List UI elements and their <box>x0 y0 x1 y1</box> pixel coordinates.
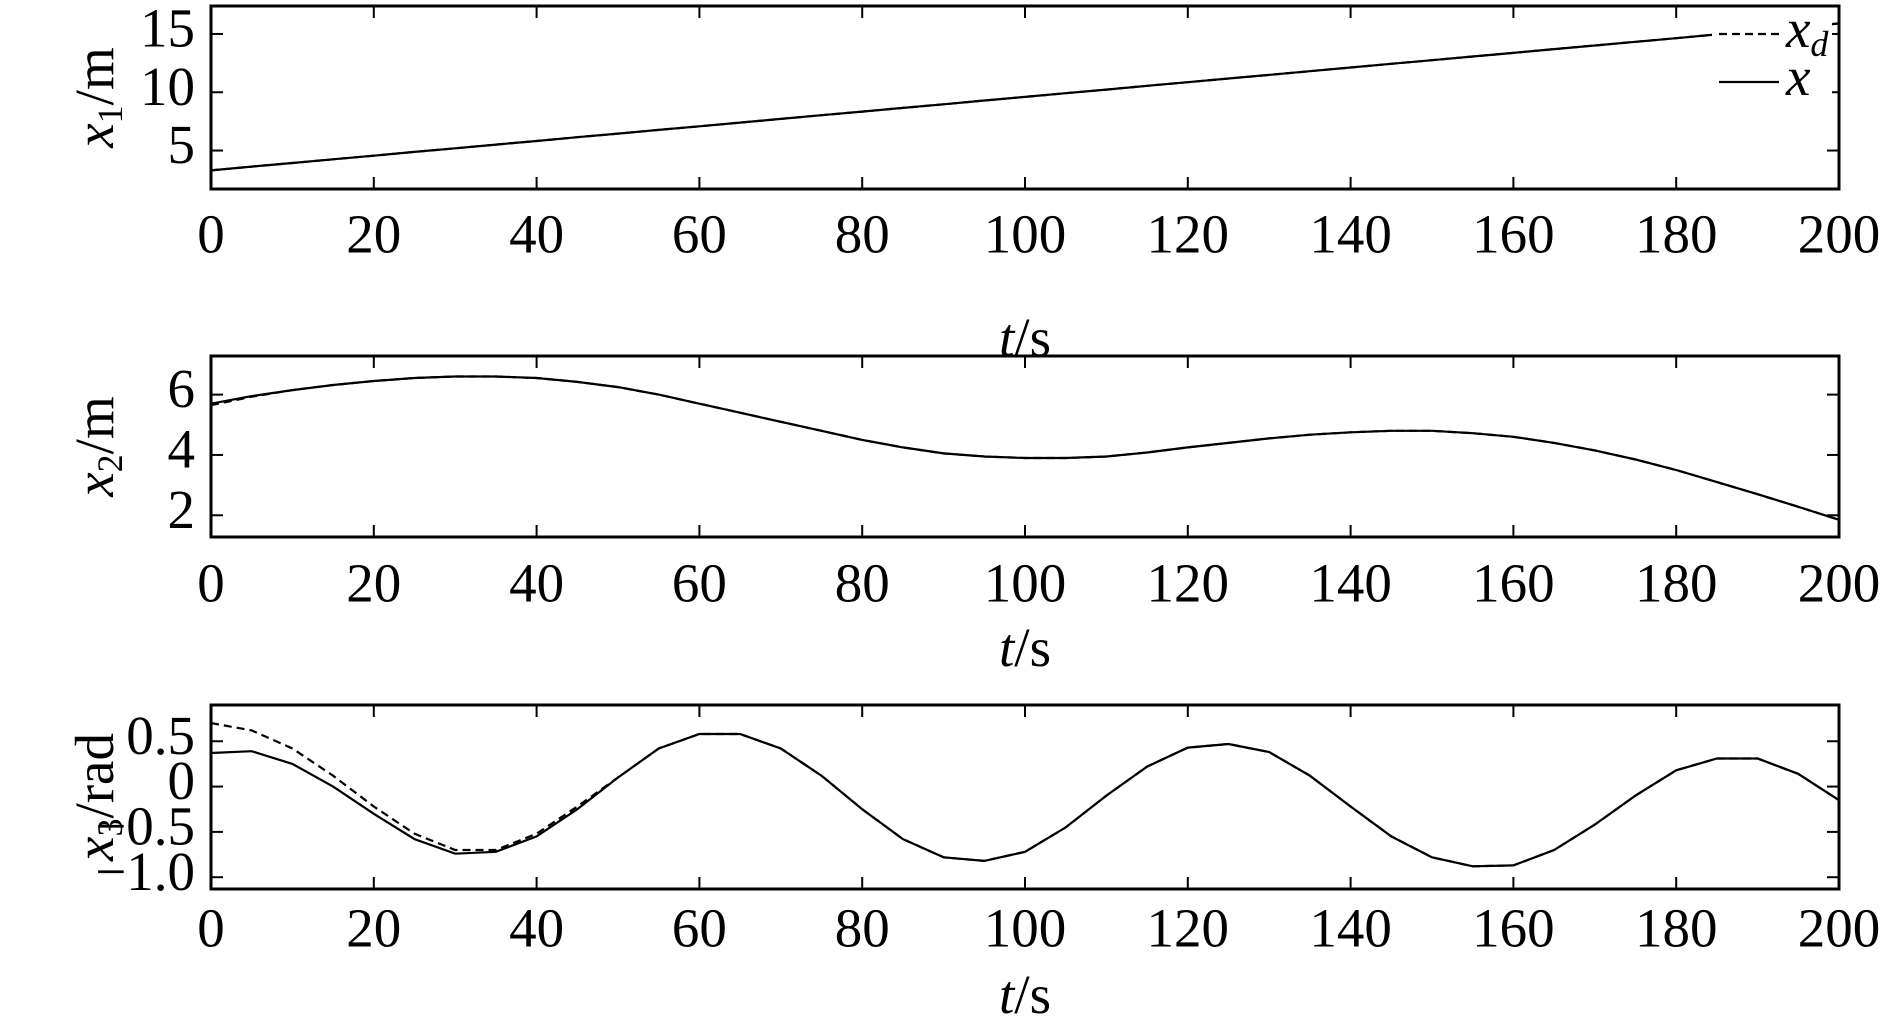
x-tick-label: 160 <box>1472 898 1555 959</box>
y-tick-label: −1.0 <box>95 841 195 902</box>
x-tick-label: 100 <box>984 553 1067 614</box>
legend-symbol: x <box>1785 0 1811 59</box>
y-tick-label: 15 <box>140 0 195 59</box>
plot-frame <box>209 4 1841 191</box>
y-label-subscript: 1 <box>90 105 130 123</box>
legend: xdx <box>1712 0 1832 112</box>
x-tick-label: 160 <box>1472 553 1555 614</box>
x-label-symbol: t <box>999 307 1016 368</box>
x-tick-label: 60 <box>672 204 727 265</box>
data-line <box>210 732 1840 868</box>
x-tick-label: 60 <box>672 553 727 614</box>
x-label-symbol: t <box>999 964 1016 1025</box>
y-label-symbol: x <box>64 836 125 862</box>
y-label-unit: /rad <box>64 733 125 819</box>
y-tick-label: 2 <box>168 479 196 540</box>
x-tick-label: 120 <box>1147 204 1230 265</box>
x-tick-label: 180 <box>1635 898 1718 959</box>
y-tick-label: 5 <box>168 114 196 175</box>
y-tick-label: 4 <box>168 419 196 480</box>
x-tick-label: 40 <box>509 898 564 959</box>
data-line <box>210 375 1840 521</box>
y-axis-label: x2/m <box>64 396 131 497</box>
x-tick-label: 0 <box>197 898 225 959</box>
y-axis-label: x1/m <box>64 47 131 148</box>
plot-frame <box>209 703 1841 891</box>
x-tick-label: 140 <box>1309 898 1392 959</box>
y-axis-label: x3/rad <box>64 733 131 862</box>
x-tick-label: 100 <box>984 204 1067 265</box>
x-tick-label: 140 <box>1309 204 1392 265</box>
legend-subscript: d <box>1810 24 1829 64</box>
legend-label: xd <box>1785 0 1829 64</box>
x-tick-label: 180 <box>1635 204 1718 265</box>
x-tick-label: 140 <box>1309 553 1392 614</box>
x-tick-label: 160 <box>1472 204 1555 265</box>
y-label-symbol: x <box>64 123 125 149</box>
x-tick-label: 120 <box>1147 898 1230 959</box>
y-label-unit: /m <box>64 47 125 105</box>
x-tick-label: 200 <box>1798 898 1881 959</box>
x-tick-label: 20 <box>346 204 401 265</box>
data-line <box>210 22 1840 172</box>
x-tick-label: 20 <box>346 553 401 614</box>
legend-label: x <box>1785 46 1811 107</box>
y-tick-label: 0.5 <box>126 705 195 766</box>
x-tick-label: 40 <box>509 204 564 265</box>
x-tick-label: 200 <box>1798 204 1881 265</box>
x-tick-label: 80 <box>835 898 890 959</box>
data-line <box>210 375 1840 521</box>
y-tick-label: 10 <box>140 56 195 117</box>
x-axis-label: t/s <box>999 617 1051 678</box>
y-tick-label: 6 <box>168 358 196 419</box>
x-label-unit: /s <box>1014 617 1051 678</box>
x-tick-label: 20 <box>346 898 401 959</box>
x-tick-label: 40 <box>509 553 564 614</box>
y-label-unit: /m <box>64 396 125 454</box>
x-label-unit: /s <box>1014 307 1051 368</box>
x-tick-label: 200 <box>1798 553 1881 614</box>
y-tick-label: 0 <box>168 750 196 811</box>
x-tick-label: 100 <box>984 898 1067 959</box>
x-tick-label: 120 <box>1147 553 1230 614</box>
y-label-subscript: 2 <box>90 454 130 472</box>
legend-box <box>1712 12 1832 112</box>
plot-frame <box>209 354 1841 539</box>
y-label-subscript: 3 <box>90 819 130 837</box>
x-tick-label: 80 <box>835 553 890 614</box>
x-label-unit: /s <box>1014 964 1051 1025</box>
y-tick-label: −0.5 <box>95 796 195 857</box>
x-tick-label: 0 <box>197 553 225 614</box>
x-tick-label: 0 <box>197 204 225 265</box>
y-label-symbol: x <box>64 472 125 498</box>
x-tick-label: 80 <box>835 204 890 265</box>
data-line <box>210 722 1840 868</box>
x-tick-label: 180 <box>1635 553 1718 614</box>
x-tick-label: 60 <box>672 898 727 959</box>
subplot: 0.50−0.5−1.00 20 40 60 80 100 120 140 160 180 200t… <box>64 703 1881 1025</box>
x-axis-label: t/s <box>999 964 1051 1025</box>
legend-symbol: x <box>1785 46 1811 107</box>
x-label-symbol: t <box>999 617 1016 678</box>
